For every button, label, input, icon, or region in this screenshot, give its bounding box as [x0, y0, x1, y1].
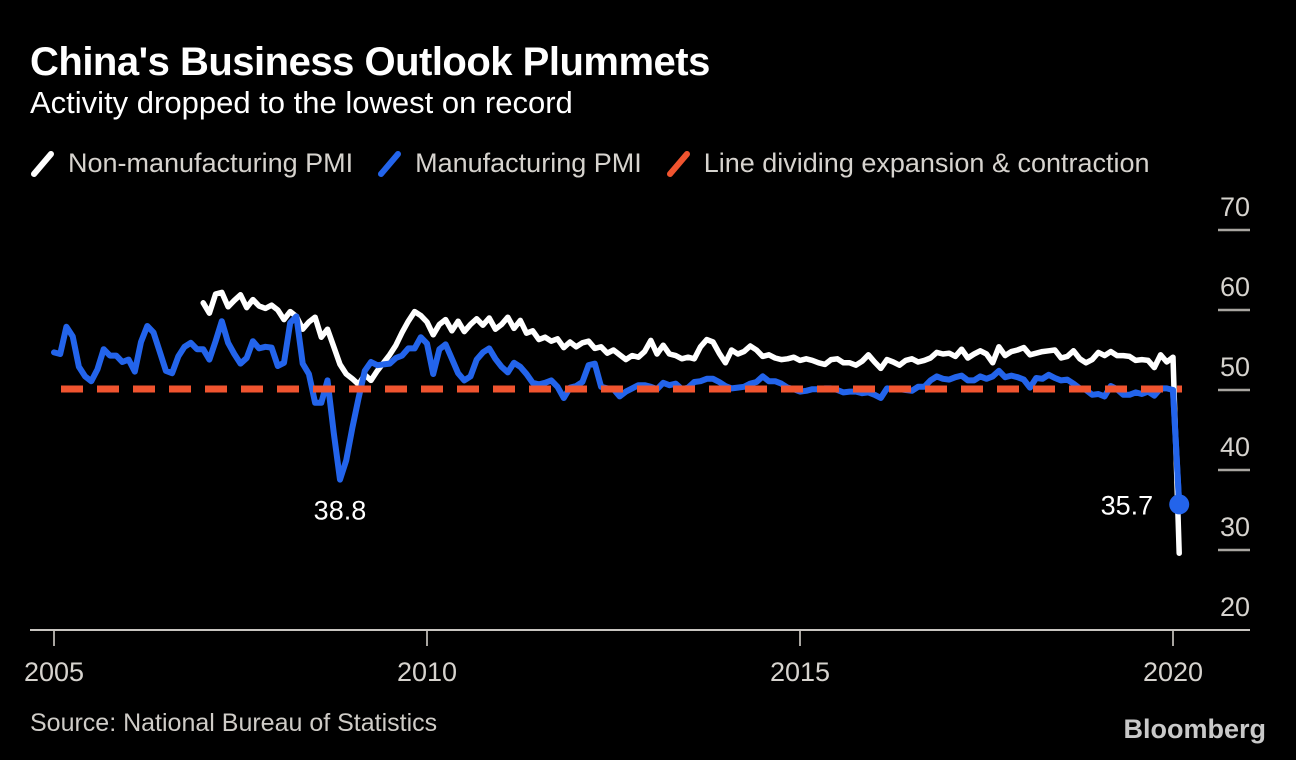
source-note: Source: National Bureau of Statistics [30, 709, 438, 737]
x-axis-label: 2010 [397, 657, 457, 687]
legend-item-non-manufacturing-pmi: Non-manufacturing PMI [30, 148, 353, 179]
y-axis-label: 20 [1220, 592, 1250, 622]
white-line-swatch-icon [31, 150, 54, 177]
bloomberg-logo: Bloomberg [1123, 714, 1266, 744]
chart-title: China's Business Outlook Plummets [30, 40, 710, 84]
legend-item-dividing-line: Line dividing expansion & contraction [666, 148, 1150, 179]
y-axis-label: 40 [1220, 432, 1250, 462]
orange-line-swatch-icon [666, 150, 690, 177]
blue-line-swatch-icon [378, 150, 402, 177]
manufacturing-pmi-plunge-segment [1170, 387, 1183, 508]
annotation-38.8: 38.8 [314, 496, 367, 526]
y-axis-label: 70 [1220, 192, 1250, 222]
manufacturing-pmi-end-dot [1169, 494, 1190, 515]
chart-legend: Non-manufacturing PMI Manufacturing PMI … [30, 148, 1150, 179]
y-axis-label: 30 [1220, 512, 1250, 542]
annotation-35.7: 35.7 [1101, 490, 1154, 520]
chart-subtitle: Activity dropped to the lowest on record [30, 85, 573, 120]
x-axis-label: 2020 [1143, 657, 1203, 687]
legend-label: Manufacturing PMI [415, 148, 642, 178]
legend-label: Non-manufacturing PMI [68, 148, 354, 178]
x-axis-label: 2005 [24, 657, 84, 687]
legend-item-manufacturing-pmi: Manufacturing PMI [377, 148, 642, 179]
x-axis-label: 2015 [770, 657, 830, 687]
y-axis-label: 60 [1220, 272, 1250, 302]
y-axis-label: 50 [1220, 352, 1250, 382]
legend-label: Line dividing expansion & contraction [703, 148, 1150, 178]
manufacturing-pmi-line [51, 313, 1183, 508]
